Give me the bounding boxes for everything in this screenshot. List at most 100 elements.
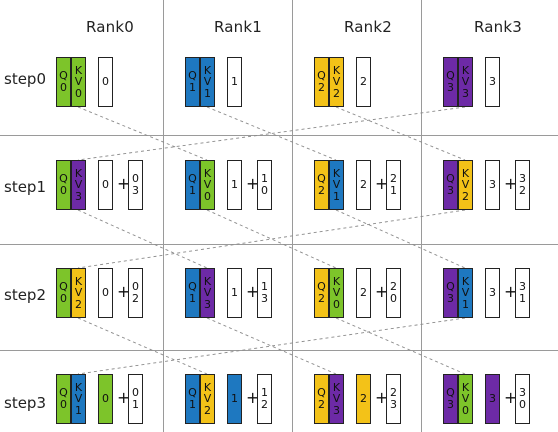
kv-block-text: K — [332, 380, 341, 394]
kv-block-text: K — [203, 380, 212, 394]
added-partial-block-text: 1 — [261, 172, 268, 186]
kv-block-text: K — [74, 166, 83, 180]
q-block-text: Q — [317, 386, 326, 400]
q-block-text: Q — [188, 386, 197, 400]
kv-transfer-arrow — [206, 317, 337, 375]
plus-sign: + — [375, 282, 389, 301]
kv-block-text: K — [461, 274, 470, 288]
kv-block-text: 0 — [204, 189, 211, 203]
q-block-text: Q — [317, 280, 326, 294]
column-divider — [163, 0, 164, 432]
accumulator-block-text: 1 — [231, 75, 238, 89]
step-label-0: step0 — [4, 70, 46, 88]
accumulator-block: 0 — [98, 268, 113, 318]
kv-block-text: 3 — [75, 189, 82, 203]
kv-block-text: 0 — [462, 403, 469, 417]
added-partial-block-text: 3 — [519, 280, 526, 294]
q-block-text: 3 — [447, 81, 454, 94]
added-partial-block-text: 1 — [261, 280, 268, 294]
kv-block-text: 3 — [204, 297, 211, 311]
added-partial-block-text: 1 — [261, 386, 268, 400]
added-partial-block-text: 1 — [390, 184, 397, 197]
row-divider — [0, 135, 558, 136]
q-block-text: Q — [59, 172, 68, 186]
plus-sign: + — [504, 388, 518, 407]
q-block-text: 2 — [318, 81, 325, 94]
kv-block-text: 0 — [333, 297, 340, 311]
step-label-3: step3 — [4, 394, 46, 412]
accumulator-block: 2 — [356, 160, 371, 210]
kv-block-text: 2 — [204, 403, 211, 417]
accumulator-block: 0 — [98, 374, 113, 424]
kv-block-text: V — [203, 286, 212, 300]
q-block-text: 3 — [447, 398, 454, 411]
kv-block-text: V — [332, 392, 341, 406]
kv-transfer-arrow — [335, 209, 466, 269]
accumulator-block: 3 — [485, 160, 500, 210]
row-divider — [0, 244, 558, 245]
added-partial-block-text: 2 — [519, 184, 526, 197]
kv-block-text: 2 — [333, 86, 340, 100]
rank-header-3: Rank3 — [474, 18, 523, 36]
added-partial-block-text: 3 — [519, 172, 526, 186]
accumulator-block: 2 — [356, 374, 371, 424]
kv-block-text: 3 — [462, 86, 469, 100]
column-divider — [421, 0, 422, 432]
added-partial-block-text: 0 — [132, 172, 139, 186]
added-partial-block-text: 1 — [519, 292, 526, 305]
accumulator-block: 0 — [98, 57, 113, 107]
kv-block-text: V — [461, 392, 470, 406]
q-block-text: 1 — [189, 81, 196, 94]
kv-transfer-arrow — [206, 209, 337, 269]
accumulator-block: 1 — [227, 268, 242, 318]
q-block-text: 2 — [318, 398, 325, 411]
accumulator-block-text: 1 — [231, 178, 238, 192]
kv-block-text: V — [203, 178, 212, 192]
plus-sign: + — [117, 388, 131, 407]
added-partial-block-text: 3 — [261, 292, 268, 305]
plus-sign: + — [117, 282, 131, 301]
accumulator-block: 2 — [356, 268, 371, 318]
kv-block-text: V — [74, 75, 83, 89]
accumulator-block-text: 0 — [102, 392, 109, 406]
added-partial-block-text: 2 — [132, 292, 139, 305]
q-block-text: 1 — [189, 292, 196, 305]
plus-sign: + — [504, 174, 518, 193]
kv-block-text: 2 — [462, 189, 469, 203]
q-block-text: Q — [446, 172, 455, 186]
kv-block-text: 0 — [75, 86, 82, 100]
added-partial-block-text: 1 — [132, 398, 139, 411]
accumulator-block-text: 1 — [231, 286, 238, 300]
added-partial-block-text: 3 — [519, 386, 526, 400]
kv-block-text: V — [74, 286, 83, 300]
added-partial-block-text: 3 — [390, 398, 397, 411]
q-block-text: 0 — [60, 81, 67, 94]
plus-sign: + — [246, 282, 260, 301]
accumulator-block-text: 2 — [360, 392, 367, 406]
accumulator-block-text: 2 — [360, 178, 367, 192]
accumulator-block: 2 — [356, 57, 371, 107]
kv-block-text: V — [461, 286, 470, 300]
added-partial-block-text: 0 — [390, 292, 397, 305]
added-partial-block-text: 3 — [132, 184, 139, 197]
rank-header-0: Rank0 — [86, 18, 135, 36]
added-partial-block-text: 2 — [261, 398, 268, 411]
kv-transfer-arrow — [77, 209, 208, 269]
kv-block-text: V — [203, 392, 212, 406]
